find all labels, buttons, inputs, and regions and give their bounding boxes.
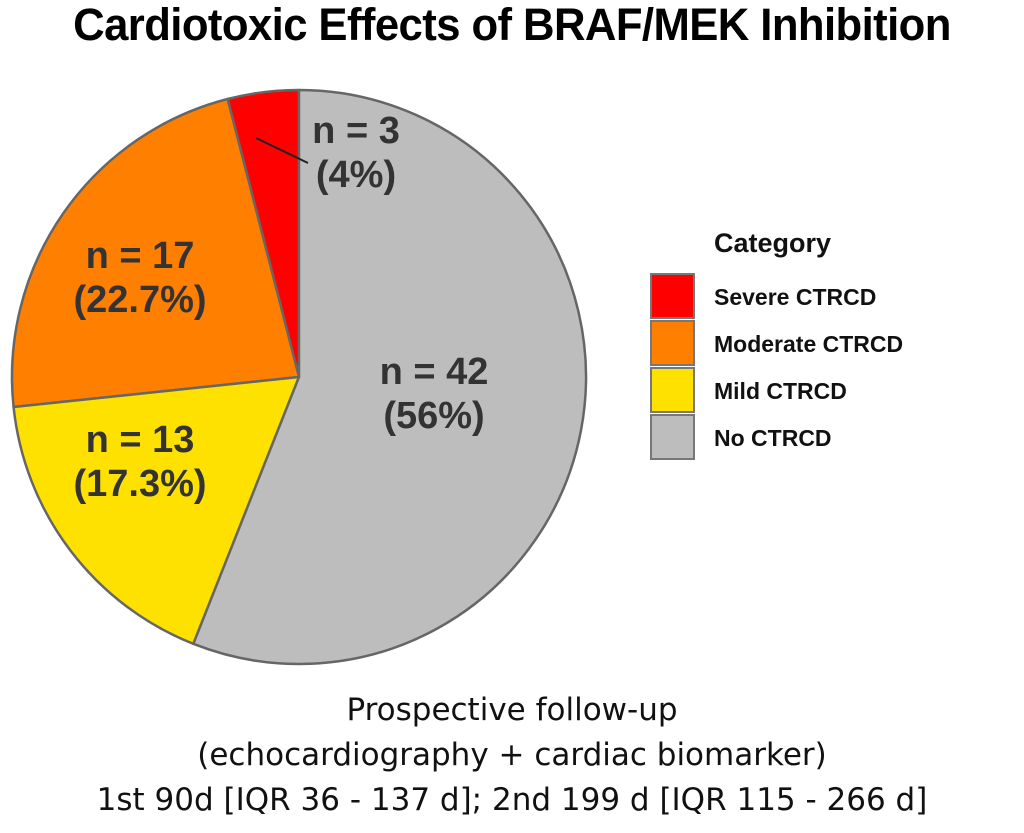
slice-label-n-none: n = 42	[380, 351, 489, 393]
slice-label-pct-mild: (17.3%)	[73, 463, 206, 505]
slice-label-n-mild: n = 13	[86, 419, 195, 461]
legend-swatch-severe	[650, 273, 695, 319]
caption-line-2: (echocardiography + cardiac biomarker)	[197, 737, 827, 773]
legend-label-moderate: Moderate CTRCD	[714, 331, 903, 357]
pie-slice-none	[192, 88, 588, 666]
caption-line-1: Prospective follow-up	[346, 692, 678, 728]
slice-label-n-moderate: n = 17	[86, 235, 195, 277]
caption: Prospective follow-up (echocardiography …	[0, 688, 1024, 823]
slice-label-pct-severe: (4%)	[316, 154, 396, 196]
legend-swatch-none	[650, 414, 695, 460]
pie-slice-mild	[12, 375, 301, 646]
legend-label-mild: Mild CTRCD	[714, 378, 847, 404]
legend-swatch-mild	[650, 367, 695, 413]
legend-label-none: No CTRCD	[714, 425, 832, 451]
pie-slices	[10, 88, 588, 666]
legend-label-severe: Severe CTRCD	[714, 284, 876, 310]
slice-labels: n = 3(4%) n = 17(22.7%) n = 13(17.3%) n = 4…	[73, 110, 488, 505]
slice-label-pct-moderate: (22.7%)	[73, 279, 206, 321]
pie-slice-moderate	[10, 97, 301, 409]
chart-title: Cardiotoxic Effects of BRAF/MEK Inhibiti…	[73, 0, 951, 50]
legend-swatch-moderate	[650, 320, 695, 366]
slice-label-n-severe: n = 3	[312, 110, 400, 152]
legend-title: Category	[714, 228, 831, 258]
legend: Category Severe CTRCD Moderate CTRCD Mild …	[650, 228, 903, 460]
caption-line-3: 1st 90d [IQR 36 - 137 d]; 2nd 199 d [IQR…	[96, 782, 928, 818]
severe-label-leader-line	[255, 137, 309, 164]
slice-label-pct-none: (56%)	[383, 395, 484, 437]
